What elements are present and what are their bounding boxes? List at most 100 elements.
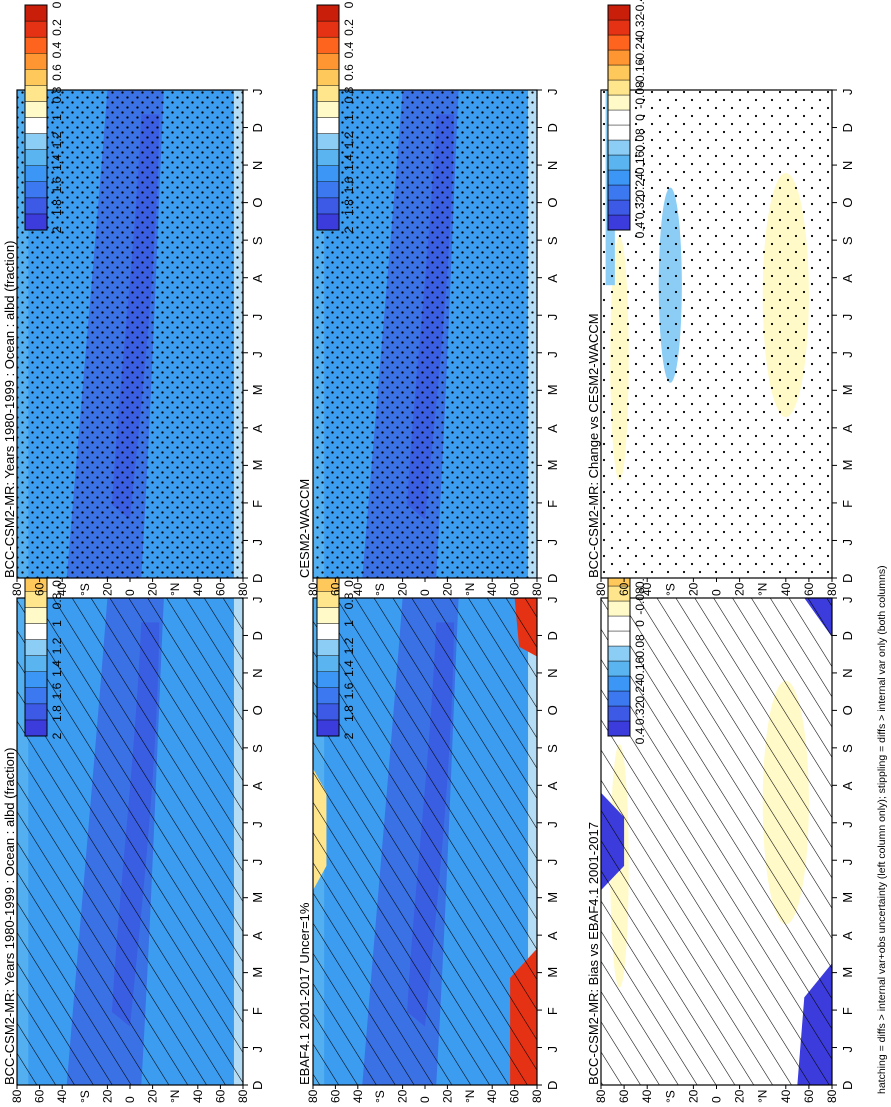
y-tick-label: 40 (779, 582, 793, 596)
colorbar-label: 0.6 (50, 64, 64, 81)
panels-layer: BCC-CSM2-MR: Years 1980-1999 : Ocean : a… (2, 0, 855, 1103)
colorbar-swatch (607, 630, 631, 647)
x-tick-label: A (250, 424, 265, 433)
colorbar-swatch (24, 85, 48, 102)
x-tick-label: A (545, 931, 560, 940)
colorbar-label: 2 (50, 732, 64, 739)
colorbar-label: -0.4 (633, 0, 647, 15)
colorbar-swatch (607, 214, 631, 231)
colorbar-swatch (607, 199, 631, 216)
x-tick-label: J (545, 539, 560, 546)
y-tick-label: 20 (686, 1089, 700, 1103)
x-tick-label: J (840, 351, 855, 358)
x-tick-label: J (840, 314, 855, 321)
y-tick-label: °N (756, 1090, 770, 1103)
x-tick-label: D (250, 1081, 265, 1090)
colorbar-swatch (316, 719, 340, 737)
y-tick-label: 60 (328, 582, 342, 596)
colorbar-swatch (316, 69, 340, 86)
colorbar-label: 0.8 (50, 86, 64, 103)
colorbar-swatch (316, 639, 340, 656)
colorbar-label: 0.6 (342, 64, 356, 81)
panel-p1: BCC-CSM2-MR: Years 1980-1999 : Ocean : a… (2, 507, 265, 1103)
x-tick-label: J (545, 314, 560, 321)
colorbar-swatch (607, 94, 631, 111)
colorbar-swatch (607, 600, 631, 617)
x-tick-label: J (545, 597, 560, 604)
y-tick-label: 40 (55, 582, 69, 596)
x-tick-label: O (250, 197, 265, 207)
colorbar-label: 1.8 (50, 705, 64, 722)
x-tick-label: S (250, 744, 265, 753)
x-tick-label: D (840, 631, 855, 640)
panel-title: EBAF4.1 2001-2017 Uncer=1% (297, 902, 312, 1085)
colorbar-label: 0 (50, 1, 64, 8)
colorbar-swatch (316, 36, 340, 54)
colorbar-swatch (24, 181, 48, 199)
y-tick-label: °S (78, 1090, 92, 1103)
x-tick-label: F (250, 1007, 265, 1015)
colorbar-swatch (316, 133, 340, 150)
x-tick-label: N (545, 669, 560, 678)
colorbar-swatch (24, 655, 48, 672)
colorbar: 0.4 0.320.240.160.08 0 -0.08-0.16-0.24-0.32… (607, 0, 647, 238)
y-tick-label: 40 (485, 1089, 499, 1103)
colorbar-label: 0.16 (633, 656, 647, 680)
panel-title: BCC-CSM2-MR: Change vs CESM2-WACCM (586, 313, 601, 578)
x-tick-label: M (840, 460, 855, 471)
y-tick-label: 40 (640, 1089, 654, 1103)
y-tick-label: 20 (100, 1089, 114, 1103)
x-tick-label: J (250, 1046, 265, 1053)
colorbar-label: 1.4 (50, 154, 64, 171)
x-tick-label: D (840, 123, 855, 132)
colorbar-swatch (24, 623, 48, 640)
x-tick-label: M (840, 967, 855, 978)
y-tick-label: 20 (396, 582, 410, 596)
y-tick-label: 60 (508, 1089, 522, 1103)
x-tick-label: J (840, 1046, 855, 1053)
x-tick-label: O (250, 705, 265, 715)
colorbar-label: 0.4 (50, 41, 64, 58)
y-tick-label: 80 (825, 582, 839, 596)
x-tick-label: O (545, 705, 560, 715)
y-tick-label: °N (463, 583, 477, 596)
panel-title: BCC-CSM2-MR: Years 1980-1999 : Ocean : a… (2, 241, 17, 578)
x-tick-label: F (840, 1007, 855, 1015)
colorbar-swatch (24, 197, 48, 215)
x-tick-label: F (250, 500, 265, 508)
x-tick-label: S (250, 236, 265, 245)
x-tick-label: J (250, 859, 265, 866)
y-tick-label: 0 (418, 1096, 432, 1103)
x-tick-label: J (840, 539, 855, 546)
colorbar-label: 0.4 (342, 41, 356, 58)
colorbar-swatch (316, 4, 340, 22)
colorbar-swatch (24, 4, 48, 22)
colorbar-swatch (316, 671, 340, 688)
colorbar-label: 1.6 (50, 176, 64, 193)
colorbar-frame (607, 4, 631, 231)
x-tick-label: D (545, 574, 560, 583)
panel-title: BCC-CSM2-MR: Bias vs EBAF4.1 2001-2017 (586, 822, 601, 1085)
x-tick-label: J (250, 89, 265, 96)
y-tick-label: 80 (306, 582, 320, 596)
colorbar-swatch (607, 19, 631, 36)
colorbar-swatch (607, 4, 631, 21)
y-tick-label: °N (168, 583, 182, 596)
colorbar-label: 1.8 (50, 199, 64, 216)
y-tick-label: 80 (306, 1089, 320, 1103)
y-tick-label: 0 (418, 589, 432, 596)
y-tick-label: 20 (146, 1089, 160, 1103)
colorbar-swatch (607, 34, 631, 51)
y-tick-label: °S (663, 1090, 677, 1103)
x-tick-label: A (250, 274, 265, 283)
colorbar-label: 1.4 (50, 660, 64, 677)
y-tick-label: 40 (351, 1089, 365, 1103)
x-tick-label: F (840, 500, 855, 508)
y-tick-label: 60 (33, 1089, 47, 1103)
colorbar-label: -0.32 (633, 14, 647, 42)
colorbar-label: 1.2 (50, 637, 64, 654)
colorbar-swatch (24, 101, 48, 118)
colorbar-swatch (316, 101, 340, 118)
x-tick-label: M (250, 892, 265, 903)
x-tick-label: A (250, 931, 265, 940)
